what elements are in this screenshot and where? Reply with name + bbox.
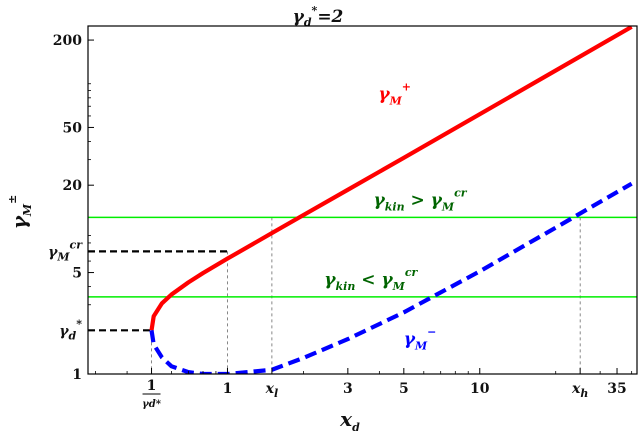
y-tick-label-5: 50 xyxy=(63,120,83,136)
annotation-1: γM− xyxy=(404,325,437,352)
x-tick-label-6: xh xyxy=(571,381,588,400)
chart-title-sup: * xyxy=(312,4,318,17)
y-tick-label-6: 200 xyxy=(53,33,82,49)
annotation-3: γkin < γMcr xyxy=(324,266,418,293)
annotation-layer: γM+ γM− γkin > γMcr γkin < γMcr xyxy=(324,80,468,352)
chart-title-sub: d xyxy=(304,16,312,29)
y-tick-label-3: γMcr xyxy=(48,238,83,263)
annotation-2: γkin > γMcr xyxy=(374,186,468,213)
y-axis-label: γM± xyxy=(6,195,34,230)
x-tick-label-fraction: 1 γd* xyxy=(142,378,162,410)
annotation-0: γM+ xyxy=(378,80,411,107)
y-tick-label-2: 5 xyxy=(72,266,82,282)
plot-layer xyxy=(88,26,637,374)
svg-text:γd*: γd* xyxy=(142,399,162,410)
x-axis-label: xd xyxy=(339,407,360,434)
x-tick-label-1: 1 xyxy=(223,381,233,397)
y-tick-label-1: γd* xyxy=(59,317,82,342)
y-axis-label-sup: ± xyxy=(6,195,19,204)
x-tick-label-3: 3 xyxy=(343,381,353,397)
series-line-gamma-m-plus xyxy=(149,26,633,331)
x-tick-label-7: 35 xyxy=(607,381,626,397)
series-line-gamma-m-minus xyxy=(149,181,633,374)
svg-text:1: 1 xyxy=(147,378,157,394)
x-axis-label-sub: d xyxy=(352,421,360,434)
y-axis-label-sub: M xyxy=(21,203,34,217)
x-tick-label-5: 10 xyxy=(470,381,490,397)
y-tick-label-0: 1 xyxy=(72,367,82,383)
chart-title-eq: =2 xyxy=(317,7,343,27)
y-axis-label-base: γ xyxy=(7,215,31,229)
plot-frame xyxy=(87,25,638,375)
chart-title: γd*=2 xyxy=(293,4,344,29)
chart-title-base: γ xyxy=(293,7,305,27)
y-tick-label-4: 20 xyxy=(63,178,83,194)
x-axis-label-base: x xyxy=(339,407,353,431)
x-tick-label-2: xl xyxy=(265,381,279,400)
x-tick-label-4: 5 xyxy=(399,381,409,397)
